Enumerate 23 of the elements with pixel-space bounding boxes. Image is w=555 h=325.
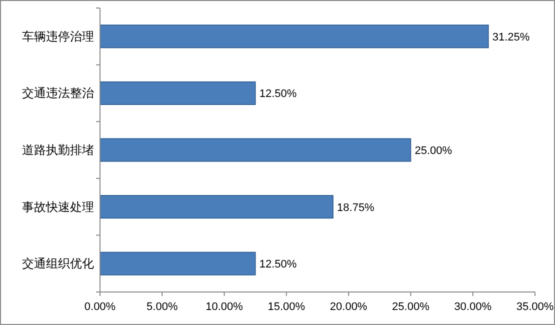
x-tick-label: 0.00% xyxy=(84,301,116,313)
bar xyxy=(100,252,256,276)
data-label: 12.50% xyxy=(259,88,297,100)
y-tick-label: 车辆违停治理 xyxy=(22,29,94,44)
data-label: 25.00% xyxy=(414,145,452,157)
x-tick-label: 15.00% xyxy=(268,301,306,313)
x-tick-label: 10.00% xyxy=(206,301,244,313)
x-tick-label: 5.00% xyxy=(146,301,178,313)
data-label: 31.25% xyxy=(492,31,530,44)
y-tick-label: 交通组织优化 xyxy=(22,256,94,271)
y-tick-label: 事故快速处理 xyxy=(22,200,94,214)
bar xyxy=(100,81,256,105)
bar xyxy=(100,195,334,219)
x-tick-label: 20.00% xyxy=(330,301,368,313)
x-tick-label: 25.00% xyxy=(392,301,430,313)
x-tick-label: 30.00% xyxy=(454,301,492,313)
y-tick-label: 道路执勤排堵 xyxy=(22,143,94,157)
data-label: 18.75% xyxy=(337,202,375,214)
bar xyxy=(100,24,489,48)
x-tick-label: 35.00% xyxy=(516,301,554,313)
y-tick-label: 交通违法整治 xyxy=(22,86,94,100)
bar xyxy=(100,138,412,162)
data-label: 12.50% xyxy=(259,258,297,271)
